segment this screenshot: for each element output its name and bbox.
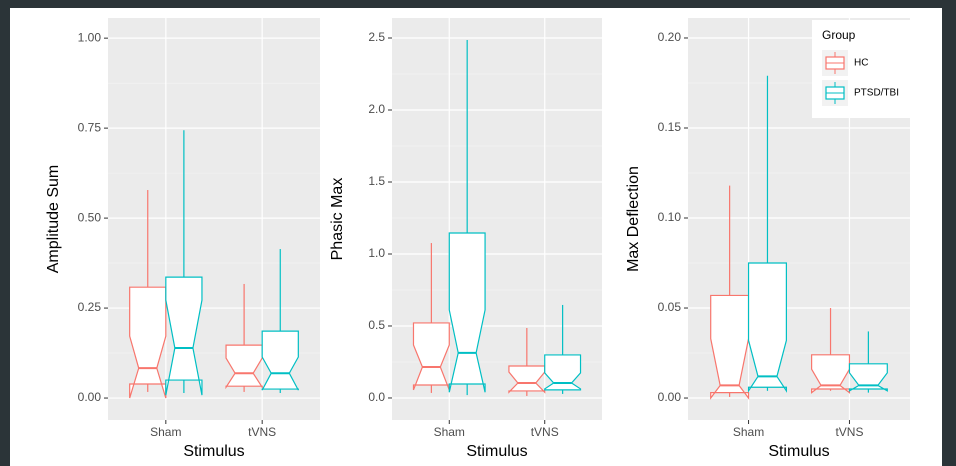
legend-label: HC xyxy=(854,58,868,69)
y-tick-label: 0.25 xyxy=(78,300,102,314)
box xyxy=(129,286,167,399)
x-axis-title: Stimulus xyxy=(183,443,244,460)
y-tick-label: 0.5 xyxy=(368,318,385,332)
box xyxy=(848,363,888,392)
y-tick-label: 0.0 xyxy=(368,390,385,404)
y-tick-label: 0.50 xyxy=(78,210,102,224)
x-axis-title: Stimulus xyxy=(466,443,527,460)
y-tick-label: 0.10 xyxy=(658,210,682,224)
legend-label: PTSD/TBI xyxy=(854,88,899,99)
y-tick-label: 2.5 xyxy=(368,30,385,44)
box xyxy=(225,344,263,390)
box xyxy=(165,276,203,396)
y-axis-title: Phasic Max xyxy=(329,178,346,261)
y-axis-title: Amplitude Sum xyxy=(45,165,62,274)
y-tick-label: 0.05 xyxy=(658,300,682,314)
y-tick-label: 1.5 xyxy=(368,174,385,188)
y-tick-label: 0.00 xyxy=(658,390,682,404)
x-tick-label: tVNS xyxy=(835,425,863,439)
y-tick-label: 0.00 xyxy=(78,390,102,404)
y-tick-label: 0.15 xyxy=(658,120,682,134)
y-tick-label: 1.0 xyxy=(368,246,385,260)
y-tick-label: 1.00 xyxy=(78,30,102,44)
x-tick-label: Sham xyxy=(434,425,465,439)
box xyxy=(448,232,486,393)
x-tick-label: tVNS xyxy=(248,425,276,439)
x-tick-label: tVNS xyxy=(531,425,559,439)
x-tick-label: Sham xyxy=(733,425,764,439)
box xyxy=(508,365,546,394)
x-axis-title: Stimulus xyxy=(768,443,829,460)
y-tick-label: 0.20 xyxy=(658,30,682,44)
y-axis-title: Max Deflection xyxy=(625,166,642,272)
box xyxy=(747,262,787,393)
y-tick-label: 0.75 xyxy=(78,120,102,134)
y-tick-label: 2.0 xyxy=(368,102,385,116)
box xyxy=(544,354,582,391)
x-tick-label: Sham xyxy=(150,425,181,439)
box xyxy=(261,330,299,391)
legend-title: Group xyxy=(822,28,856,42)
box xyxy=(412,322,450,391)
